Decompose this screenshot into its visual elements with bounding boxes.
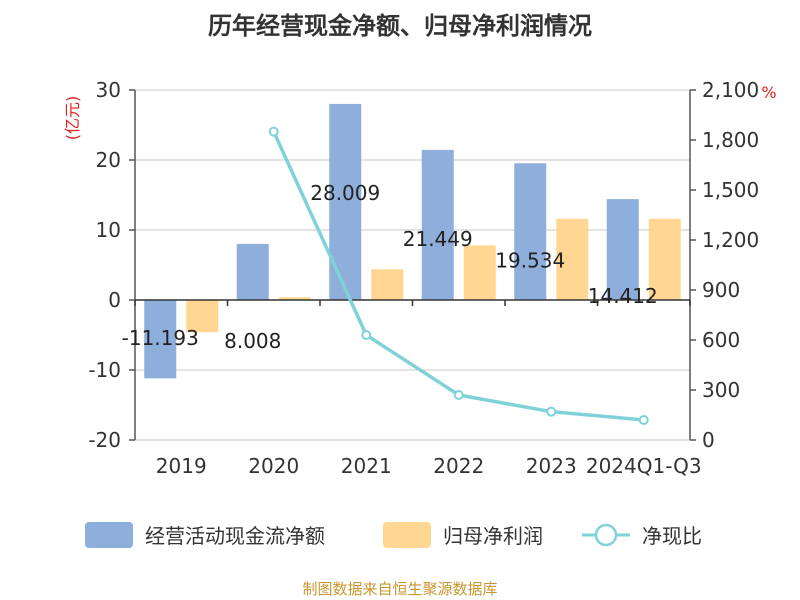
right-axis-ticks: 0 300 600 900 1,200 1,500 1,800 2,100	[690, 78, 759, 452]
cashflow-value-label-2022: 21.449	[403, 227, 473, 251]
x-tick-label-2024Q1-Q3: 2024Q1-Q3	[586, 454, 702, 478]
bars	[144, 103, 681, 379]
legend-label-profit: 归母净利润	[443, 524, 543, 548]
x-tick-label-2023: 2023	[526, 454, 577, 478]
ratio-line-layer	[268, 126, 649, 425]
source-note: 制图数据来自恒生聚源数据库	[302, 580, 497, 598]
zero-axis	[134, 299, 691, 306]
right-tick-label-1,800: 1,800	[702, 128, 759, 152]
right-tick-label-1,500: 1,500	[702, 178, 759, 202]
ratio-point-2024Q1-Q3[interactable]	[638, 415, 649, 425]
ratio-point-2023[interactable]	[546, 406, 557, 417]
left-tick-label-20: 20	[96, 148, 121, 172]
legend-item-profit[interactable]: 归母净利润	[383, 522, 543, 548]
cashflow-value-label-2024Q1-Q3: 14.412	[588, 284, 658, 308]
left-tick-label-10: 10	[96, 218, 121, 242]
gridlines	[134, 89, 691, 441]
cashflow-bar-2023[interactable]	[514, 163, 547, 300]
chart-title: 历年经营现金净额、归母净利润情况	[208, 12, 592, 40]
bar-labels: -11.193 8.008 28.009 21.449 19.534 14.412	[122, 181, 658, 353]
ratio-point-2022[interactable]	[453, 390, 464, 400]
right-axis-unit: %	[761, 83, 776, 102]
right-tick-label-0: 0	[702, 428, 715, 452]
profit-bar-2021[interactable]	[371, 269, 404, 300]
legend-item-cashflow[interactable]: 经营活动现金流净额	[85, 522, 325, 548]
x-tick-label-2019: 2019	[156, 454, 207, 478]
x-tick-label-2022: 2022	[433, 454, 484, 478]
legend-swatch-cashflow	[85, 522, 133, 548]
cashflow-value-label-2023: 19.534	[495, 248, 565, 272]
legend-label-cashflow: 经营活动现金流净额	[145, 524, 325, 548]
profit-bar-2020[interactable]	[278, 297, 311, 300]
legend-swatch-ratio-marker	[594, 523, 618, 547]
legend-item-ratio[interactable]: 净现比	[582, 523, 702, 548]
profit-bar-2023[interactable]	[556, 218, 589, 300]
cashflow-bar-2024Q1-Q3[interactable]	[606, 199, 639, 300]
x-tick-label-2021: 2021	[341, 454, 392, 478]
legend: 经营活动现金流净额 归母净利润 净现比	[85, 522, 702, 548]
left-axis-ticks: -20 -10 0 10 20 30	[88, 78, 135, 452]
cashflow-value-label-2021: 28.009	[310, 181, 380, 205]
right-tick-label-900: 900	[702, 278, 740, 302]
cashflow-bar-2020[interactable]	[236, 243, 269, 300]
cashflow-bar-2022[interactable]	[421, 149, 454, 300]
profit-bar-2024Q1-Q3[interactable]	[648, 218, 681, 300]
left-tick-label-30: 30	[96, 78, 121, 102]
cashflow-value-label-2020: 8.008	[224, 329, 281, 353]
cashflow-value-label-2019: -11.193	[122, 326, 199, 350]
right-tick-label-2,100: 2,100	[702, 78, 759, 102]
right-tick-label-1,200: 1,200	[702, 228, 759, 252]
left-tick-label--10: -10	[88, 358, 121, 382]
left-tick-label--20: -20	[88, 428, 121, 452]
profit-bar-2022[interactable]	[463, 245, 496, 300]
left-tick-label-0: 0	[108, 288, 121, 312]
right-tick-label-300: 300	[702, 378, 740, 402]
x-axis-ticks: 2019 2020 2021 2022 2023 2024Q1-Q3	[156, 454, 702, 478]
cashflow-bar-2019[interactable]	[144, 300, 177, 379]
x-tick-label-2020: 2020	[248, 454, 299, 478]
ratio-point-2021[interactable]	[361, 330, 372, 340]
right-tick-label-600: 600	[702, 328, 740, 352]
profit-bar-2019[interactable]	[186, 300, 219, 333]
ratio-point-2020[interactable]	[268, 126, 279, 137]
left-axis-unit: (亿元)	[63, 96, 82, 141]
legend-label-ratio: 净现比	[642, 524, 702, 548]
legend-swatch-profit	[383, 522, 431, 548]
